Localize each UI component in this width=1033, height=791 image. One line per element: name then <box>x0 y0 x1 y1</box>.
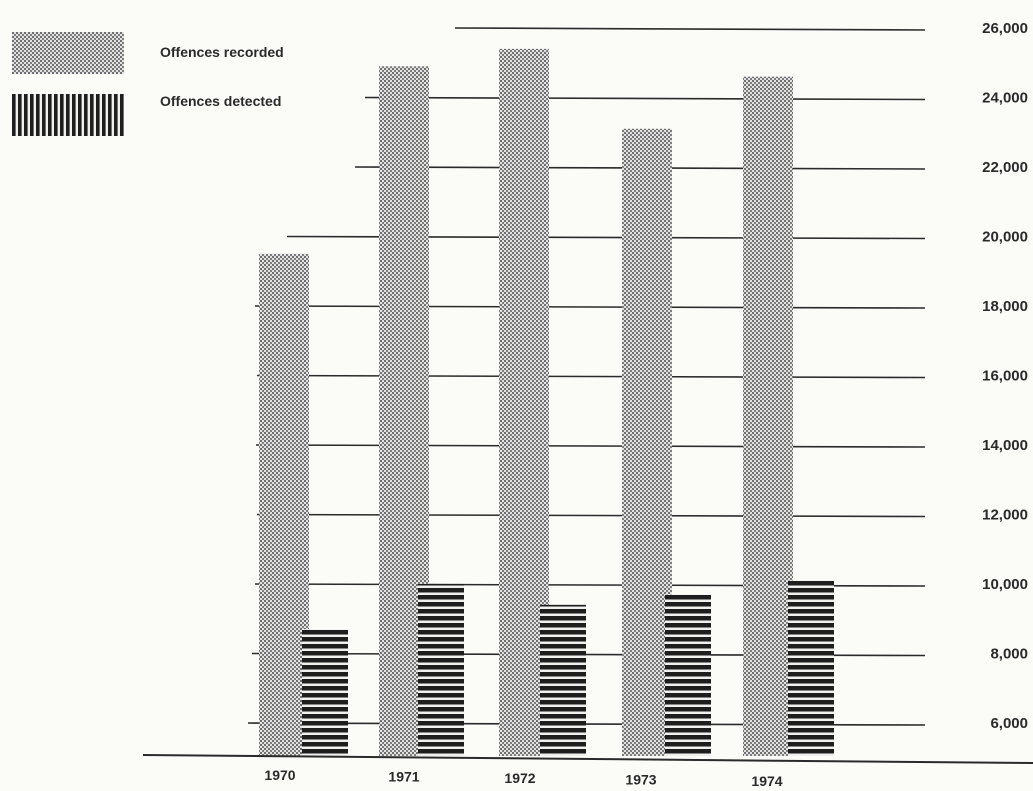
x-axis-tick-labels: 1970 1971 1972 1973 1974 <box>264 767 782 789</box>
y-axis-tick-labels: 26,000 24,000 22,000 20,000 18,000 16,000 14,0… <box>982 20 1028 732</box>
legend-label-recorded: Offences recorded <box>160 44 284 60</box>
y-tick-label: 8,000 <box>990 646 1028 663</box>
y-tick-label: 12,000 <box>982 507 1028 524</box>
bar-offences-detected <box>788 580 834 756</box>
bar-offences-detected <box>540 604 586 756</box>
x-tick-label: 1970 <box>264 767 295 783</box>
x-tick-label: 1971 <box>388 769 419 785</box>
legend: Offences recorded Offences detected <box>12 32 284 136</box>
x-tick-label: 1973 <box>625 772 656 788</box>
y-tick-label: 22,000 <box>982 159 1028 176</box>
gridline <box>254 305 926 309</box>
y-tick-label: 18,000 <box>982 298 1028 315</box>
gridline <box>454 27 926 31</box>
x-axis-baseline <box>142 754 1033 764</box>
x-tick-label: 1974 <box>751 773 782 789</box>
y-tick-label: 24,000 <box>982 90 1028 107</box>
bars <box>259 48 834 757</box>
y-tick-label: 6,000 <box>990 715 1028 732</box>
bar-offences-detected <box>665 594 711 756</box>
legend-swatch-recorded <box>12 32 124 74</box>
legend-label-detected: Offences detected <box>160 93 281 109</box>
y-tick-label: 16,000 <box>982 368 1028 385</box>
bar-offences-recorded <box>622 128 672 756</box>
x-tick-label: 1972 <box>504 770 535 786</box>
gridline <box>255 444 926 448</box>
y-tick-label: 14,000 <box>982 437 1028 454</box>
bar-offences-recorded <box>259 253 309 756</box>
bar-offences-detected <box>302 629 348 756</box>
y-tick-label: 26,000 <box>982 20 1028 37</box>
gridline <box>364 96 926 101</box>
y-tick-label: 20,000 <box>982 229 1028 246</box>
gridline <box>256 513 926 518</box>
legend-swatch-detected <box>12 94 124 136</box>
bar-offences-detected <box>418 584 464 756</box>
bar-offences-recorded <box>743 76 793 756</box>
gridline <box>256 374 926 379</box>
y-tick-label: 10,000 <box>982 576 1028 593</box>
